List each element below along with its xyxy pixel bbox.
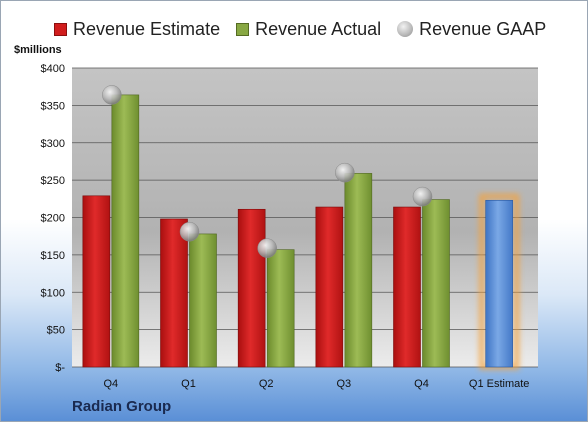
y-axis-ticks: $- $50 $100 $150 $200 $250 $300 $350 $400	[41, 63, 66, 374]
bar-revenue-actual-estimate	[485, 200, 513, 368]
y-tick-label: $100	[41, 287, 65, 299]
x-tick-label: Q4	[103, 378, 118, 390]
gaap-marker	[102, 85, 122, 105]
y-tick-label: $-	[55, 362, 65, 374]
bar-revenue-actual	[111, 94, 140, 368]
y-tick-label: $250	[41, 175, 65, 187]
bar-revenue-estimate	[82, 195, 111, 368]
bar-revenue-actual	[266, 249, 295, 368]
y-tick-label: $300	[41, 138, 65, 150]
legend-item-actual: Revenue Actual	[236, 19, 381, 40]
gaap-marker	[335, 162, 355, 183]
gaap-marker	[179, 221, 200, 242]
legend-label-estimate: Revenue Estimate	[73, 18, 221, 39]
y-tick-label: $150	[41, 250, 65, 262]
legend-swatch-estimate	[54, 22, 67, 36]
y-tick-label: $50	[47, 325, 65, 337]
bar-revenue-actual	[344, 173, 373, 368]
x-tick-label: Q2	[259, 378, 274, 390]
company-name: Radian Group	[72, 398, 172, 415]
x-tick-label: Q4	[414, 378, 429, 390]
bar-revenue-actual	[422, 199, 450, 368]
x-tick-label: Q1	[181, 378, 196, 390]
gridlines	[72, 67, 538, 368]
bar-series	[82, 94, 520, 370]
x-axis-ticks: Q4 Q1 Q2 Q3 Q4 Q1 Estimate	[103, 378, 529, 390]
legend-label-actual: Revenue Actual	[255, 18, 382, 39]
y-tick-label: $350	[41, 100, 65, 112]
bar-revenue-actual	[189, 233, 217, 368]
gaap-marker	[412, 186, 433, 207]
bar-revenue-estimate	[160, 218, 188, 368]
bar-revenue-estimate	[315, 206, 344, 368]
gaap-marker	[257, 238, 277, 258]
legend-item-estimate: Revenue Estimate	[54, 19, 220, 40]
x-tick-label: Q3	[336, 378, 351, 390]
bar-revenue-estimate	[237, 208, 266, 368]
legend-label-gaap: Revenue GAAP	[419, 18, 547, 39]
gaap-markers	[102, 85, 433, 258]
bar-revenue-estimate	[393, 206, 421, 368]
legend-swatch-gaap	[397, 21, 414, 37]
legend-swatch-actual	[236, 22, 250, 36]
chart-legend: Revenue Estimate Revenue Actual Revenue …	[54, 17, 546, 41]
y-tick-label: $200	[41, 213, 65, 225]
legend-item-gaap: Revenue GAAP	[397, 19, 546, 40]
y-axis-unit-label: $millions	[14, 44, 62, 56]
x-tick-label: Q1 Estimate	[469, 378, 530, 390]
y-tick-label: $400	[41, 63, 65, 75]
